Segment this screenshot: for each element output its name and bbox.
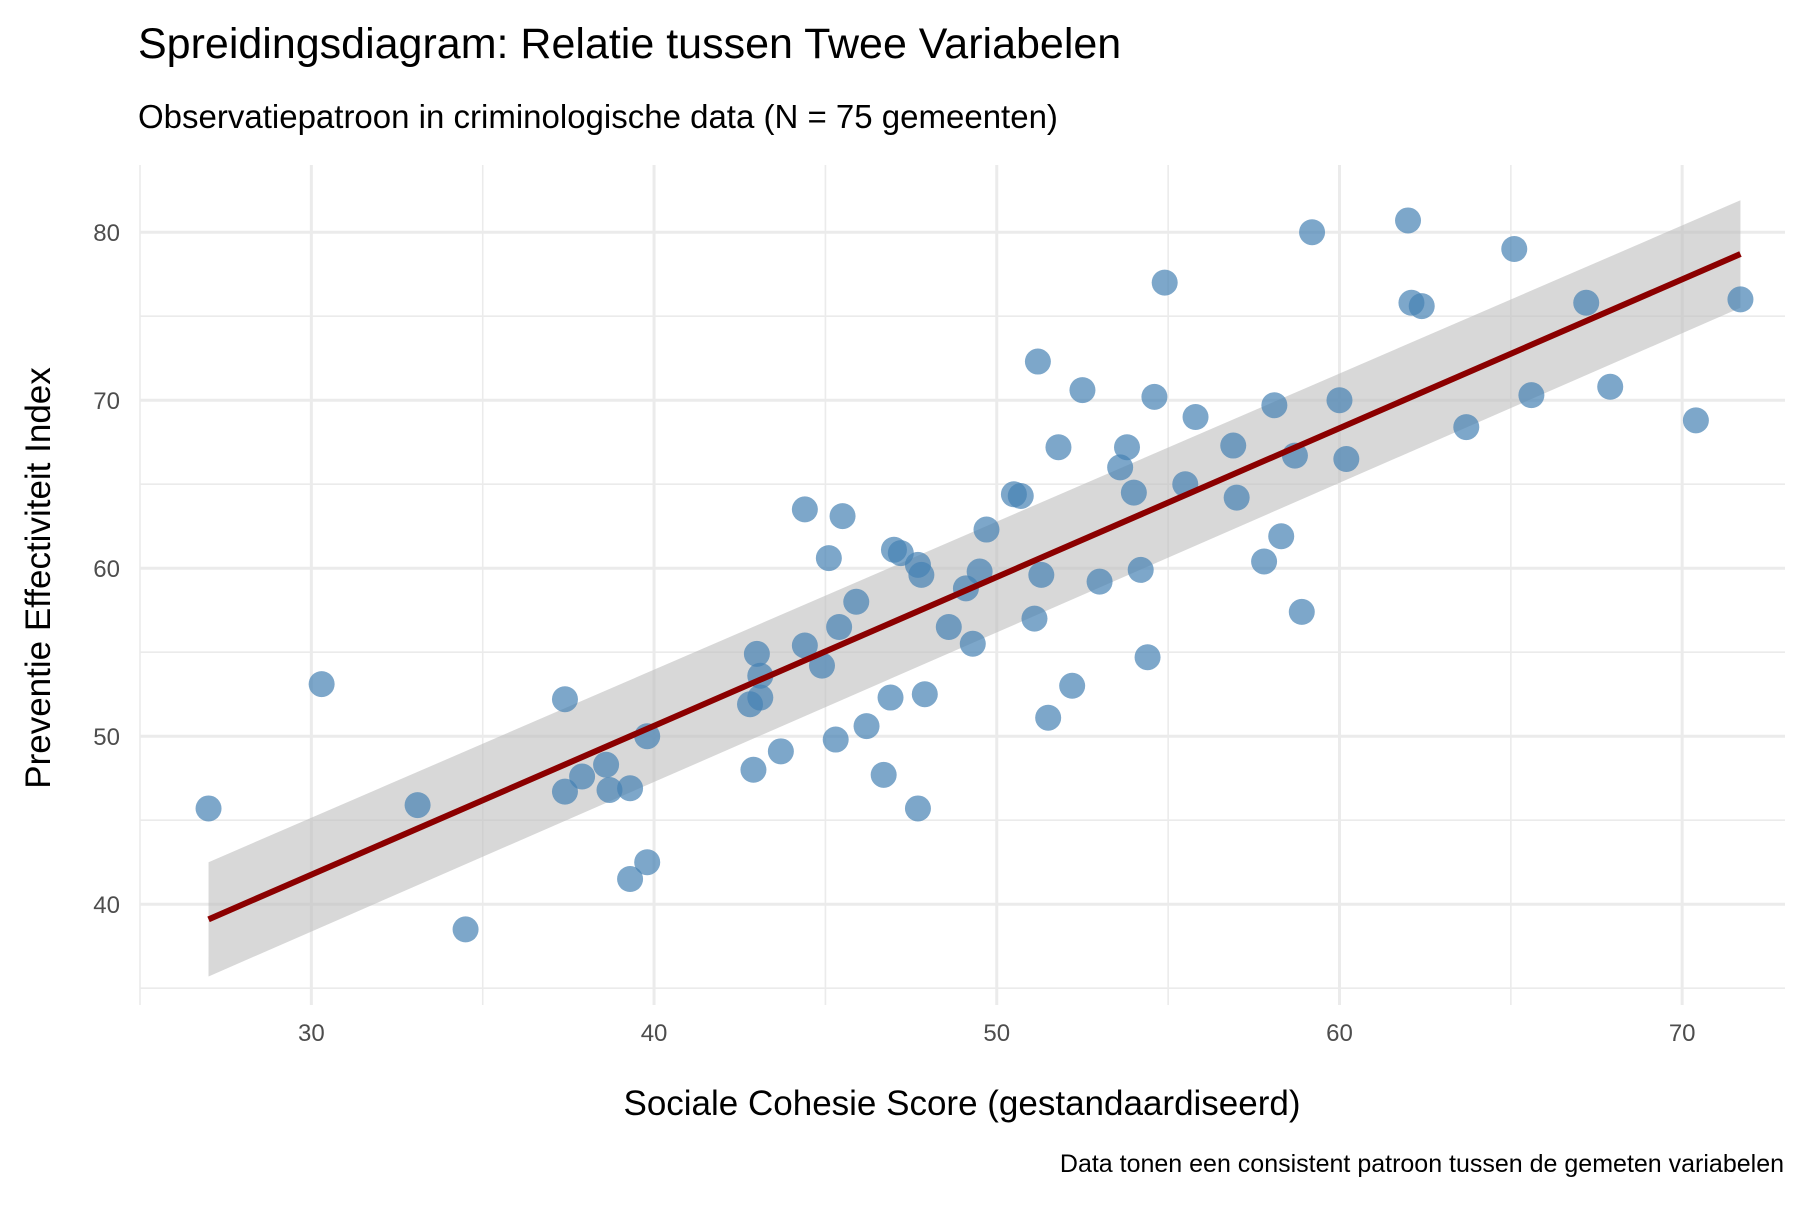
- data-point: [1035, 704, 1062, 731]
- y-tick-label: 70: [93, 388, 120, 415]
- data-point: [908, 561, 935, 588]
- data-point: [743, 640, 770, 667]
- data-point: [1086, 568, 1113, 595]
- data-point: [1223, 484, 1250, 511]
- data-point: [767, 738, 794, 765]
- data-point: [1333, 446, 1360, 472]
- data-point: [1288, 598, 1315, 625]
- tick-labels: 30 40 50 60 70 40 50 60 70 80: [93, 220, 1695, 1047]
- y-tick-label: 50: [93, 724, 120, 751]
- data-point: [551, 778, 578, 805]
- data-point: [569, 763, 596, 790]
- data-point: [877, 684, 904, 711]
- data-point: [747, 684, 774, 711]
- x-tick-label: 50: [983, 1020, 1010, 1047]
- data-point: [1021, 605, 1048, 632]
- data-point: [1682, 407, 1709, 434]
- data-point: [911, 681, 938, 708]
- data-point: [826, 614, 853, 640]
- data-point: [904, 795, 931, 822]
- chart-subtitle: Observatiepatroon in criminologische dat…: [138, 98, 1058, 135]
- data-point: [551, 686, 578, 713]
- data-point: [195, 795, 222, 822]
- data-point: [1151, 269, 1178, 296]
- data-point: [1182, 404, 1209, 430]
- data-point: [1028, 561, 1055, 588]
- data-point: [1141, 383, 1168, 410]
- data-point: [843, 588, 870, 615]
- data-point: [1127, 556, 1154, 583]
- data-point: [1395, 207, 1422, 234]
- data-point: [1453, 414, 1480, 441]
- y-axis-title: Preventie Effectiviteit Index: [19, 367, 58, 789]
- data-point: [1134, 644, 1161, 671]
- data-point: [853, 713, 880, 740]
- data-point: [966, 558, 993, 585]
- y-tick-label: 40: [93, 892, 120, 919]
- data-point: [1408, 293, 1435, 320]
- data-point: [829, 503, 856, 530]
- x-axis-title: Sociale Cohesie Score (gestandaardiseerd…: [623, 1084, 1300, 1123]
- chart-title: Spreidingsdiagram: Relatie tussen Twee V…: [138, 20, 1121, 68]
- data-point: [1518, 382, 1545, 409]
- data-point: [617, 775, 644, 802]
- data-point: [1727, 286, 1754, 313]
- data-point: [596, 776, 623, 803]
- data-point: [808, 652, 835, 679]
- data-point: [1573, 289, 1600, 316]
- x-tick-label: 70: [1669, 1020, 1696, 1047]
- data-point: [1059, 672, 1086, 699]
- data-point: [1120, 479, 1147, 506]
- x-tick-label: 30: [298, 1020, 325, 1047]
- data-point: [1069, 377, 1096, 404]
- data-point: [308, 671, 335, 698]
- data-point: [740, 756, 767, 783]
- data-point: [617, 866, 644, 892]
- data-point: [973, 516, 1000, 543]
- data-point: [1251, 548, 1278, 575]
- x-tick-label: 40: [641, 1020, 668, 1047]
- y-tick-label: 60: [93, 556, 120, 583]
- data-point: [1501, 236, 1528, 262]
- fit-line-layer: [207, 251, 1742, 923]
- data-point: [452, 916, 479, 943]
- data-point: [1299, 219, 1326, 246]
- data-point: [1045, 434, 1072, 461]
- y-tick-label: 80: [93, 220, 120, 247]
- data-point: [1107, 454, 1134, 481]
- data-point: [959, 630, 986, 657]
- regression-line: [207, 251, 1742, 923]
- data-point: [1326, 387, 1353, 414]
- data-point: [404, 792, 431, 819]
- data-point: [791, 632, 818, 659]
- data-point: [1007, 482, 1034, 509]
- data-point: [1597, 373, 1624, 400]
- data-point: [593, 751, 620, 778]
- data-point: [870, 761, 897, 788]
- data-point: [815, 545, 842, 572]
- data-point: [822, 726, 849, 753]
- data-point: [1268, 523, 1295, 550]
- x-tick-label: 60: [1326, 1020, 1353, 1047]
- data-point: [791, 496, 818, 523]
- data-point: [935, 614, 962, 640]
- data-point: [1220, 432, 1247, 459]
- chart-caption: Data tonen een consistent patroon tussen…: [1060, 1150, 1784, 1178]
- data-point: [1261, 392, 1288, 419]
- data-point: [634, 849, 661, 876]
- data-point: [1114, 434, 1140, 461]
- data-point: [1024, 348, 1051, 375]
